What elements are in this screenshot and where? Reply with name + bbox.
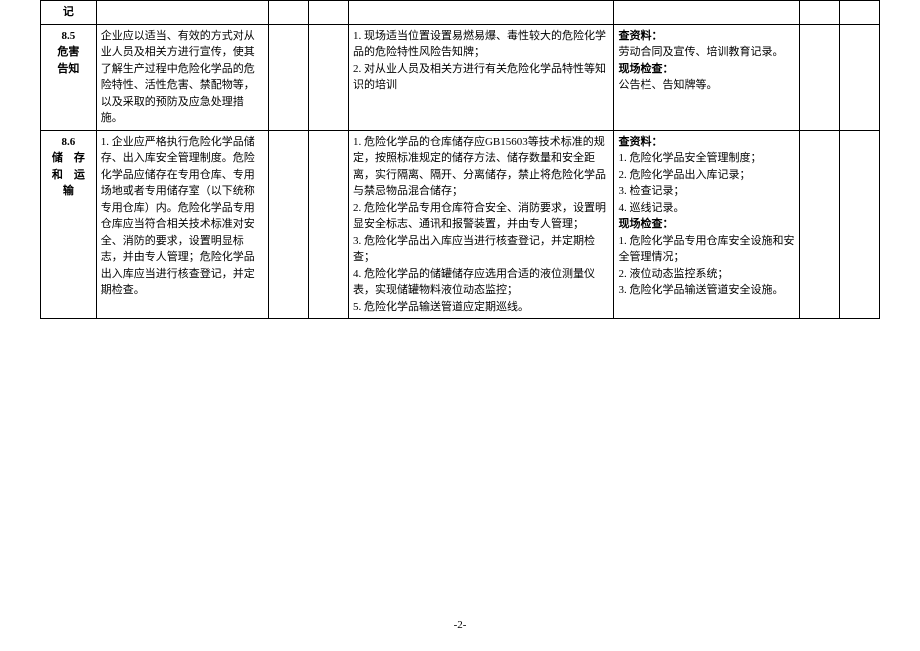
check-body: 劳动合同及宣传、培训教育记录。	[618, 46, 783, 58]
check-body: 公告栏、告知牌等。	[618, 79, 717, 91]
page-number: -2-	[0, 619, 920, 631]
id-title: 储 存	[52, 150, 85, 167]
cell-id: 8.5 危害 告知	[41, 24, 97, 130]
document-page: 记 8.5 危害 告知 企业应以适当、有效的方式对从业人员及相关方进行宣传，使其…	[0, 0, 920, 319]
cell-check: 查资料： 1. 危险化学品安全管理制度； 2. 危险化学品出入库记录； 3. 检…	[614, 130, 800, 319]
cell-check: 查资料： 劳动合同及宣传、培训教育记录。 现场检查： 公告栏、告知牌等。	[614, 24, 800, 130]
cell-c8	[840, 24, 880, 130]
check-label: 现场检查：	[618, 218, 673, 230]
check-body: 1. 危险化学品安全管理制度； 2. 危险化学品出入库记录； 3. 检查记录； …	[618, 152, 761, 214]
table-row: 8.5 危害 告知 企业应以适当、有效的方式对从业人员及相关方进行宣传，使其了解…	[41, 24, 880, 130]
check-body: 1. 危险化学品专用仓库安全设施和安全管理情况； 2. 液位动态监控系统； 3.…	[618, 235, 794, 297]
id-number: 8.6	[62, 134, 76, 151]
cell-desc: 1. 企业应严格执行危险化学品储存、出入库安全管理制度。危险化学品应储存在专用仓…	[96, 130, 269, 319]
cell-c4	[309, 130, 349, 319]
cell-c4	[309, 1, 349, 25]
check-label: 查资料：	[618, 30, 662, 42]
cell-req	[348, 1, 614, 25]
check-label: 查资料：	[618, 136, 662, 148]
cell-id: 记	[41, 1, 97, 25]
cell-c4	[309, 24, 349, 130]
cell-check	[614, 1, 800, 25]
id-title: 告知	[57, 61, 79, 78]
main-table: 记 8.5 危害 告知 企业应以适当、有效的方式对从业人员及相关方进行宣传，使其…	[40, 0, 880, 319]
table-row: 记	[41, 1, 880, 25]
id-title: 和 运	[52, 167, 85, 184]
cell-c7	[800, 1, 840, 25]
cell-c7	[800, 24, 840, 130]
check-label: 现场检查：	[618, 63, 673, 75]
cell-id: 8.6 储 存 和 运 输	[41, 130, 97, 319]
cell-desc: 企业应以适当、有效的方式对从业人员及相关方进行宣传，使其了解生产过程中危险化学品…	[96, 24, 269, 130]
cell-desc	[96, 1, 269, 25]
cell-c8	[840, 130, 880, 319]
cell-c3	[269, 130, 309, 319]
id-number: 8.5	[62, 28, 76, 45]
cell-c7	[800, 130, 840, 319]
id-text: 记	[63, 4, 74, 21]
cell-req: 1. 危险化学品的仓库储存应GB15603等技术标准的规定，按照标准规定的储存方…	[348, 130, 614, 319]
cell-req: 1. 现场适当位置设置易燃易爆、毒性较大的危险化学品的危险特性风险告知牌； 2.…	[348, 24, 614, 130]
table-row: 8.6 储 存 和 运 输 1. 企业应严格执行危险化学品储存、出入库安全管理制…	[41, 130, 880, 319]
cell-c3	[269, 24, 309, 130]
id-title: 输	[63, 183, 74, 200]
id-title: 危害	[57, 44, 79, 61]
cell-c8	[840, 1, 880, 25]
cell-c3	[269, 1, 309, 25]
